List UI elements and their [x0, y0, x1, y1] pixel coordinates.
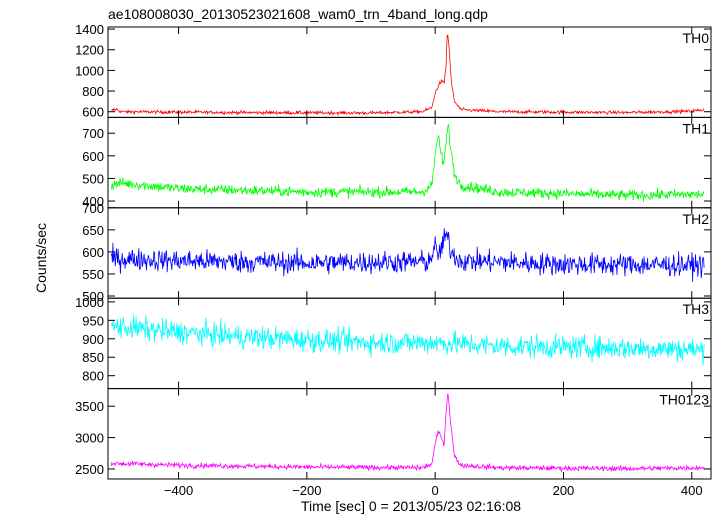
- series-line-th0123: [110, 393, 705, 473]
- y-tick-label: 900: [82, 332, 104, 347]
- series-line-th1: [110, 124, 705, 202]
- y-axis-label: Counts/sec: [33, 223, 49, 293]
- panel-th2: 500 550 600 650 700 TH2: [82, 201, 712, 304]
- series-line-th3: [110, 315, 705, 366]
- panel-label: TH3: [683, 301, 710, 317]
- panel-label: TH2: [683, 211, 710, 227]
- y-tick-label: 600: [82, 245, 104, 260]
- x-axis-label: Time [sec] 0 = 2013/05/23 02:16:08: [301, 498, 521, 514]
- y-tick-label: 1000: [75, 63, 104, 78]
- panel-label: TH0123: [659, 392, 709, 408]
- y-tick-label: 3500: [75, 399, 104, 414]
- y-tick-label: 650: [82, 223, 104, 238]
- x-tick-label: −200: [292, 483, 321, 498]
- y-tick-label: 850: [82, 350, 104, 365]
- y-tick-label: 1000: [75, 295, 104, 310]
- y-tick-label: 1400: [75, 22, 104, 37]
- y-tick-label: 600: [82, 105, 104, 120]
- panel-frame: [107, 26, 712, 118]
- x-tick-label: −400: [164, 483, 193, 498]
- panel-th3: 800 850 900 950 1000 TH3: [75, 295, 712, 390]
- y-tick-label: 2500: [75, 462, 104, 477]
- y-tick-label: 800: [82, 84, 104, 99]
- x-tick-label: 0: [432, 483, 439, 498]
- panel-th1: 400 500 600 700 TH1: [82, 116, 712, 209]
- chart-title: ae108008030_20130523021608_wam0_trn_4ban…: [108, 6, 488, 22]
- y-tick-label: 700: [82, 201, 104, 216]
- y-tick-label: 3000: [75, 431, 104, 446]
- y-tick-label: 400: [82, 194, 104, 209]
- y-tick-label: 500: [82, 289, 104, 304]
- y-tick-label: 500: [82, 171, 104, 186]
- series-line-th2: [110, 228, 705, 282]
- panel-frame: [107, 207, 712, 299]
- panel-label: TH0: [683, 30, 710, 46]
- y-tick-label: 950: [82, 313, 104, 328]
- y-tick-label: 600: [82, 149, 104, 164]
- x-tick-label: 400: [681, 483, 703, 498]
- panel-th0: 600 800 1000 1200 1400 TH0: [75, 22, 712, 120]
- y-tick-label: 800: [82, 369, 104, 384]
- panel-th0123: 2500 3000 3500 TH0123: [75, 388, 712, 480]
- y-tick-label: 550: [82, 267, 104, 282]
- x-tick-label: 200: [553, 483, 575, 498]
- y-tick-label: 700: [82, 126, 104, 141]
- panel-label: TH1: [683, 120, 710, 136]
- panel-frame: [107, 388, 712, 480]
- y-tick-label: 1200: [75, 43, 104, 58]
- series-line-th0: [111, 34, 705, 117]
